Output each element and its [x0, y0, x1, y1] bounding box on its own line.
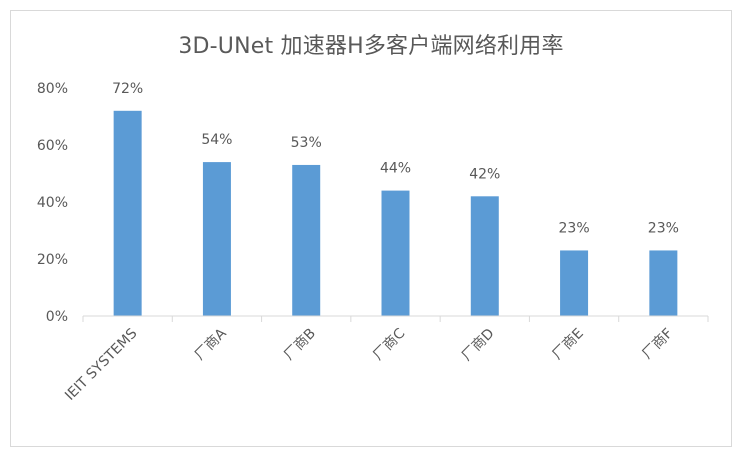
bar [649, 250, 678, 316]
y-tick-label: 60% [37, 138, 68, 154]
y-tick-label: 20% [37, 252, 68, 268]
y-tick-label: 80% [37, 81, 68, 97]
data-label: 72% [112, 81, 143, 97]
x-tick-label: 厂商F [639, 326, 676, 363]
data-label: 23% [559, 220, 590, 236]
y-tick-label: 40% [37, 195, 68, 211]
bar [381, 190, 410, 316]
x-tick-label: 厂商D [459, 326, 498, 365]
data-label: 54% [201, 132, 232, 148]
x-tick-label: 厂商C [370, 325, 408, 363]
x-tick-label: 厂商A [192, 325, 230, 363]
bar [470, 196, 499, 316]
bar [560, 250, 589, 316]
data-label: 53% [291, 135, 322, 151]
x-tick-label: IEIT SYSTEMS [62, 325, 140, 403]
bar [292, 164, 321, 316]
data-label: 44% [380, 161, 411, 177]
chart-title: 3D-UNet 加速器H多客户端网络利用率 [178, 34, 564, 59]
data-label: 23% [648, 220, 679, 236]
bar [202, 162, 231, 316]
bar [113, 110, 142, 316]
x-tick-label: 厂商B [281, 326, 319, 364]
y-tick-label: 0% [46, 309, 68, 325]
data-label: 42% [469, 166, 500, 182]
x-tick-label: 厂商E [550, 326, 587, 363]
